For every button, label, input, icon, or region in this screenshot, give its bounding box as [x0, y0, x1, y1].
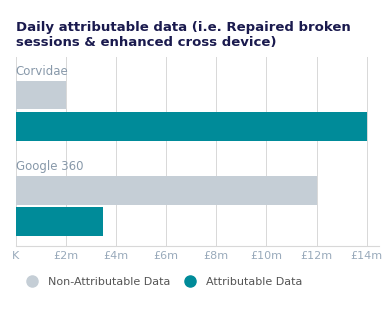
Legend: Non-Attributable Data, Attributable Data: Non-Attributable Data, Attributable Data — [21, 277, 302, 287]
Bar — [16, 176, 317, 205]
Bar — [16, 81, 66, 109]
Text: Daily attributable data (i.e. Repaired broken
sessions & enhanced cross device): Daily attributable data (i.e. Repaired b… — [16, 21, 350, 49]
Bar — [16, 112, 367, 141]
Text: Corvidae: Corvidae — [16, 65, 68, 78]
Bar — [16, 207, 103, 236]
Text: Google 360: Google 360 — [16, 161, 83, 173]
